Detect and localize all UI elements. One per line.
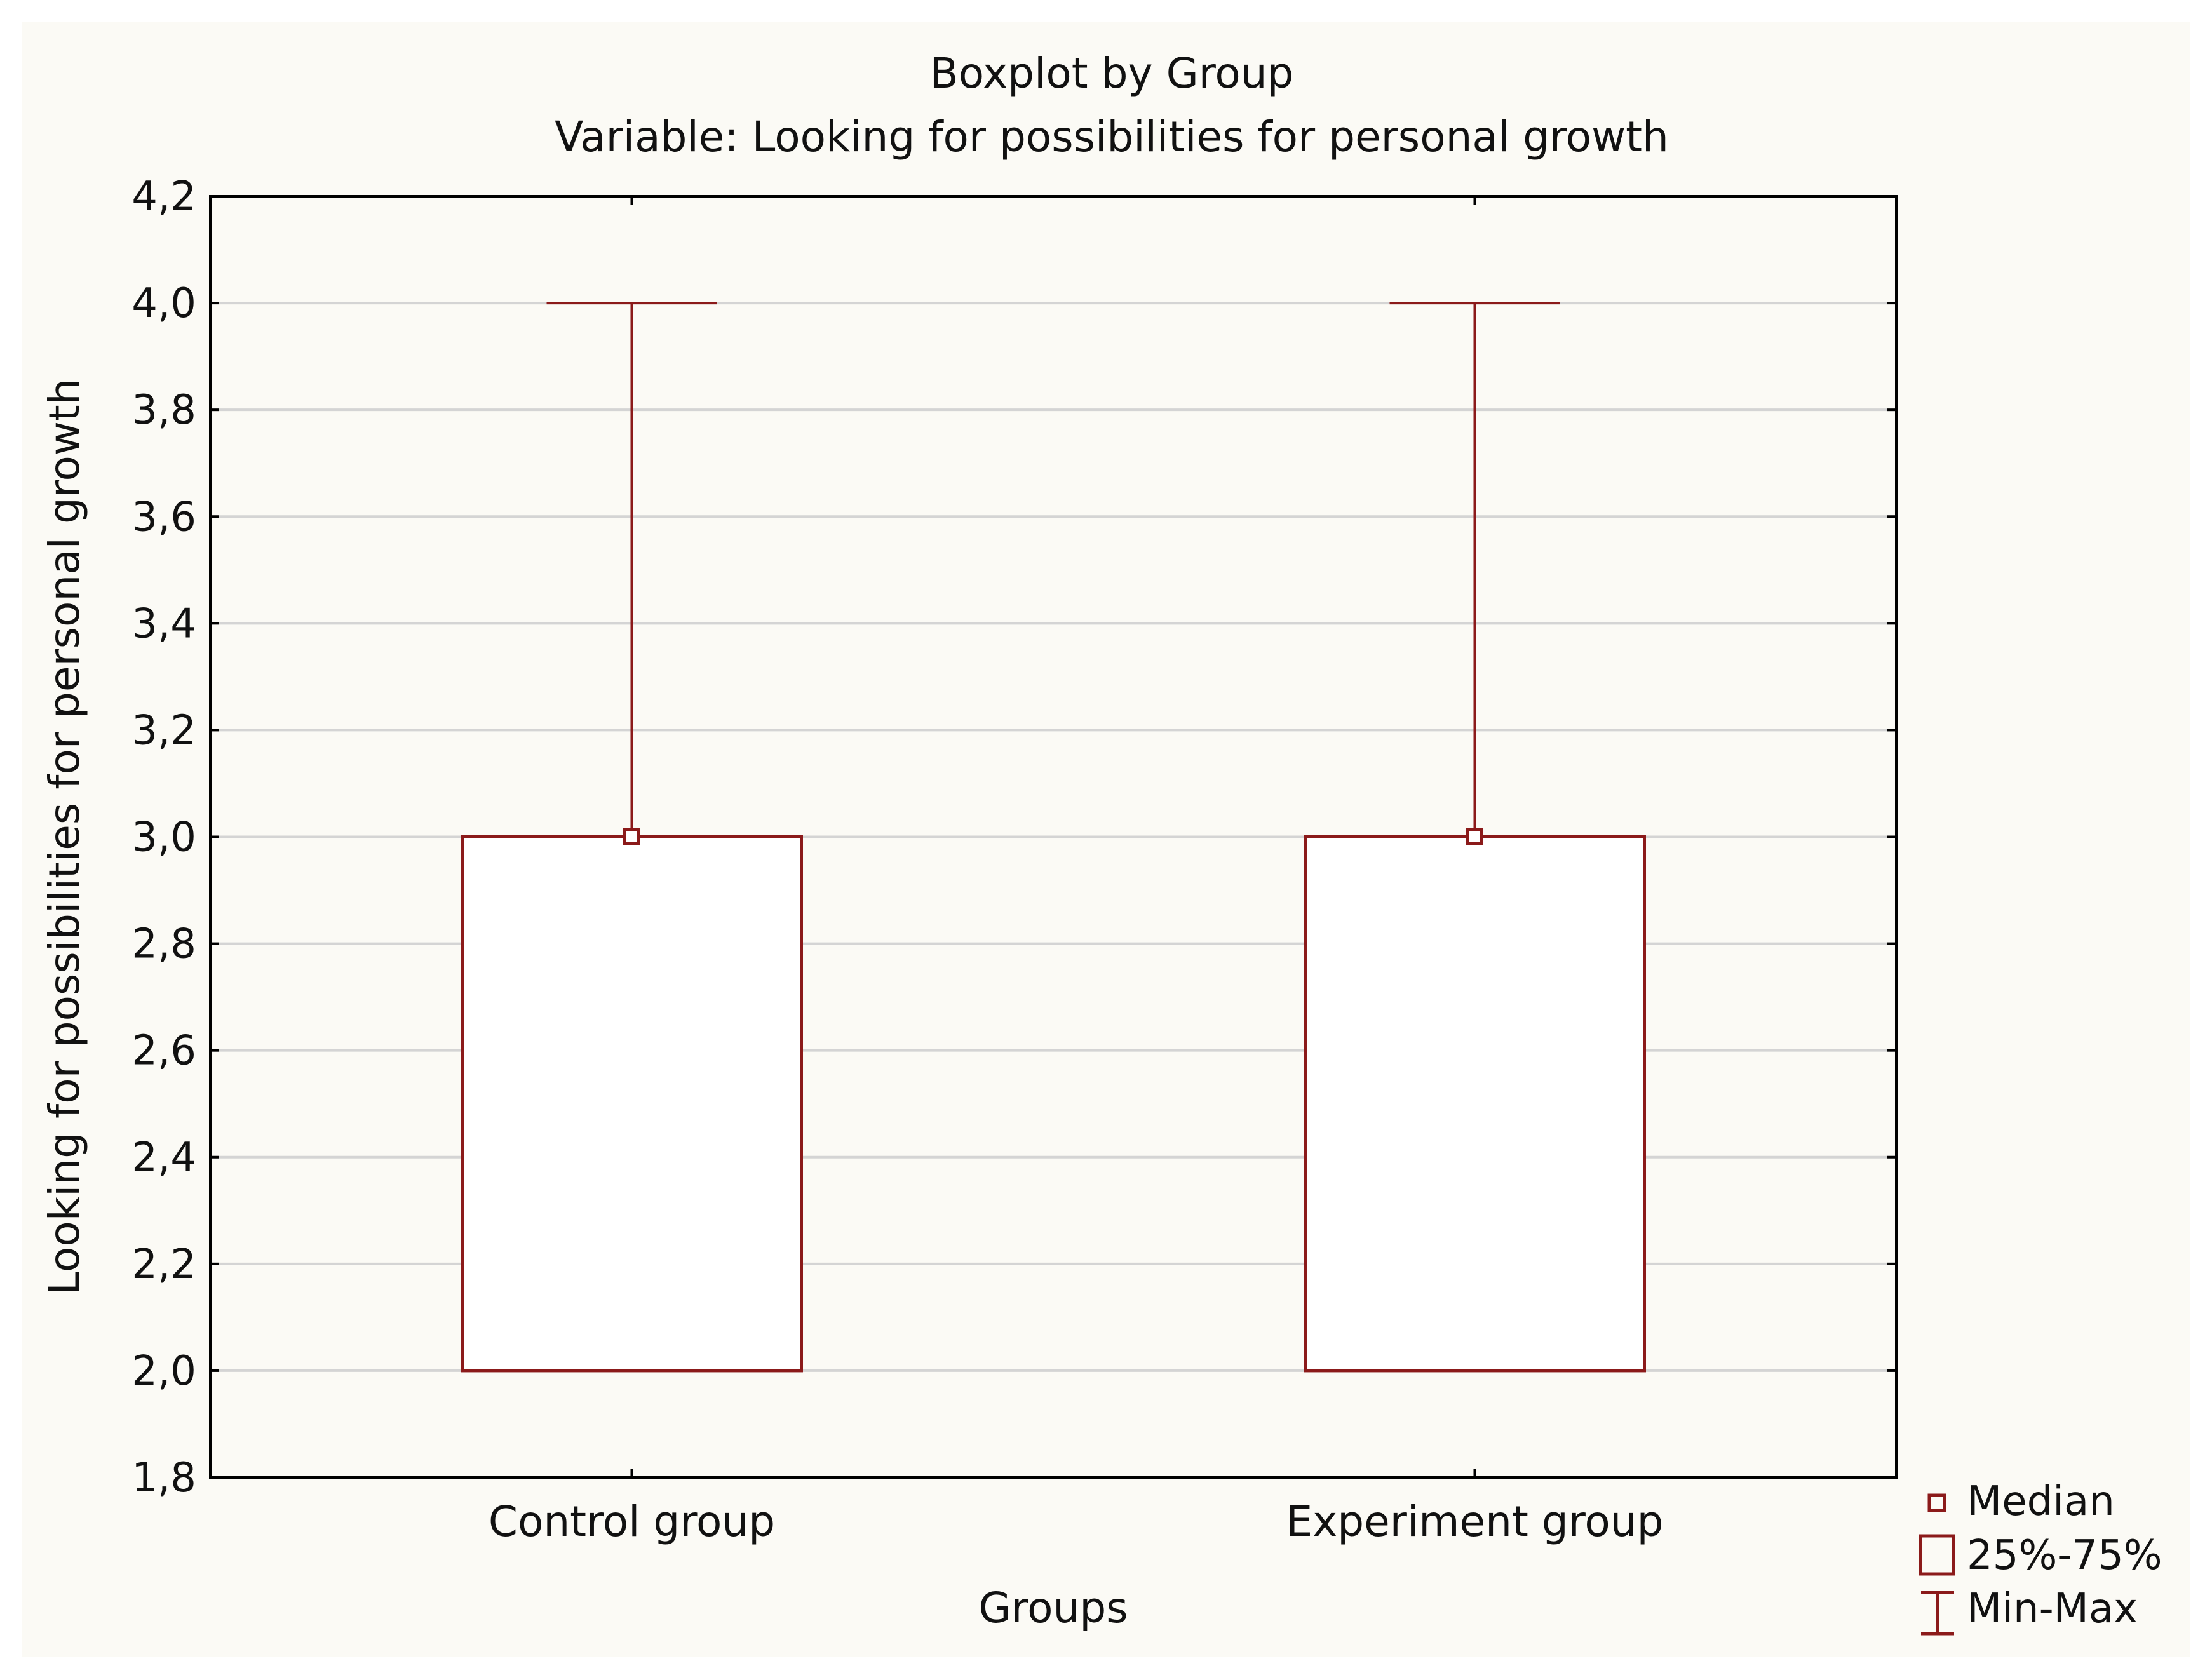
y-tick-label: 4,2 [132,173,196,220]
chart-title: Boxplot by Group [929,49,1293,98]
y-tick-label: 3,0 [132,814,196,861]
median-marker [1466,828,1483,845]
y-tick-label: 3,8 [132,387,196,434]
legend-median-label: Median [1967,1478,2115,1525]
box-iqr [461,835,803,1373]
legend-whisker-label: Min-Max [1967,1585,2138,1632]
y-tick-label: 3,4 [132,600,196,647]
y-tick-label: 3,6 [132,494,196,541]
y-tick-label: 4,0 [132,280,196,327]
y-axis-ticks: 1,8 2,0 2,2 2,4 2,6 2,8 3,0 3,2 3,4 3,6 3,8 4,0 4,2 [132,173,1896,1502]
chart-subtitle: Variable: Looking for possibilities for … [555,112,1669,161]
y-tick-label: 2,6 [132,1028,196,1075]
y-tick-label: 2,4 [132,1134,196,1181]
x-axis-label: Groups [978,1584,1128,1632]
box-group [1304,302,1646,1373]
box-group [461,302,803,1373]
chart-background [22,22,2190,1657]
legend: Median 25%-75% Min-Max [1919,1478,2162,1636]
x-axis-ticks: Control group Experiment group [489,196,1664,1546]
legend-box-icon [1919,1534,1955,1576]
y-tick-label: 1,8 [132,1455,196,1502]
boxes [461,302,1646,1373]
x-tick-label: Experiment group [1286,1497,1664,1546]
y-axis-label: Looking for possibilities for personal g… [40,378,89,1295]
y-tick-label: 2,0 [132,1348,196,1395]
box-iqr [1304,835,1646,1373]
x-tick-label: Control group [489,1497,775,1546]
legend-box-label: 25%-75% [1967,1532,2162,1579]
legend-median-icon [1927,1493,1946,1512]
legend-whisker-icon [1921,1591,1954,1636]
y-tick-label: 3,2 [132,707,196,754]
y-tick-label: 2,2 [132,1241,196,1288]
median-marker [623,828,640,845]
y-tick-label: 2,8 [132,921,196,968]
